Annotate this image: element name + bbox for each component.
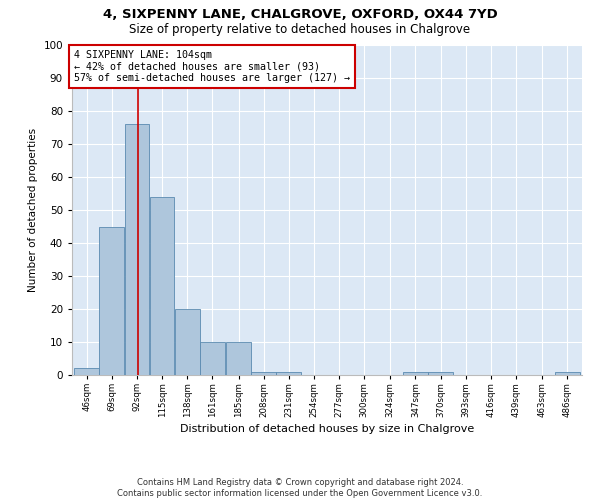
Text: 4 SIXPENNY LANE: 104sqm
← 42% of detached houses are smaller (93)
57% of semi-de: 4 SIXPENNY LANE: 104sqm ← 42% of detache… [74,50,350,83]
Y-axis label: Number of detached properties: Number of detached properties [28,128,38,292]
Bar [428,372,453,375]
Bar [100,226,124,375]
Bar [125,124,149,375]
Bar [403,372,428,375]
Bar [200,342,225,375]
Bar [226,342,251,375]
Bar [251,372,276,375]
X-axis label: Distribution of detached houses by size in Chalgrove: Distribution of detached houses by size … [180,424,474,434]
Bar [277,372,301,375]
Bar [555,372,580,375]
Bar [175,309,200,375]
Bar [150,197,175,375]
Bar [74,368,99,375]
Text: Contains HM Land Registry data © Crown copyright and database right 2024.
Contai: Contains HM Land Registry data © Crown c… [118,478,482,498]
Text: Size of property relative to detached houses in Chalgrove: Size of property relative to detached ho… [130,22,470,36]
Text: 4, SIXPENNY LANE, CHALGROVE, OXFORD, OX44 7YD: 4, SIXPENNY LANE, CHALGROVE, OXFORD, OX4… [103,8,497,20]
